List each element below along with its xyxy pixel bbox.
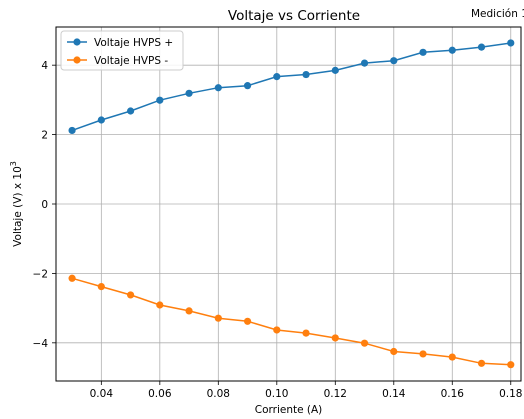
- series-1-point: [302, 70, 310, 79]
- series-1-point: [448, 46, 456, 54]
- series-1-point: [477, 43, 486, 51]
- y-axis-label-base: Voltaje (V) x 10: [12, 166, 24, 247]
- series-2-point: [360, 339, 369, 347]
- y-axis-label-exponent: 3: [9, 161, 18, 166]
- series-2: [68, 274, 515, 369]
- corner-label: Medición 1: [471, 8, 524, 20]
- x-tick-label: 0.04: [90, 388, 114, 400]
- legend-entry-label: Voltaje HVPS -: [94, 55, 168, 67]
- y-tick-label: 0: [41, 199, 48, 211]
- x-tick-label: 0.12: [324, 388, 347, 400]
- legend-marker: [73, 38, 81, 46]
- series-1-line: [71, 42, 511, 132]
- y-tick-label: −2: [33, 268, 48, 280]
- series-2-point: [185, 307, 193, 315]
- x-tick-label: 0.08: [207, 388, 230, 400]
- x-tick-label: 0.14: [382, 388, 406, 400]
- x-axis-label: Corriente (A): [255, 404, 323, 416]
- x-tick-label: 0.16: [441, 388, 465, 400]
- series-2-point: [302, 329, 310, 337]
- chart-title: Voltaje vs Corriente: [228, 8, 360, 24]
- legend-box: [60, 30, 184, 71]
- series-2-point: [214, 314, 222, 322]
- y-tick-label: 2: [41, 130, 48, 142]
- series-1-point: [97, 116, 105, 124]
- series-1-point: [360, 59, 369, 67]
- series-2-point: [448, 353, 456, 361]
- y-tick-label: 4: [41, 60, 48, 72]
- series-1-point: [273, 73, 281, 81]
- series-1-point: [331, 66, 339, 74]
- series-1-point: [126, 107, 135, 115]
- series-1: [68, 39, 515, 135]
- series-2-point: [68, 274, 76, 282]
- series-1-point: [185, 89, 193, 97]
- x-tick-label: 0.18: [499, 388, 522, 400]
- x-tick-label: 0.06: [148, 388, 172, 400]
- series-1-point: [68, 126, 76, 135]
- x-axis-ticks: 0.04 0.06 0.08 0.10 0.12 0.14 0.16 0.18: [90, 381, 522, 400]
- series-1-point: [214, 84, 222, 92]
- series-2-point: [273, 326, 281, 334]
- legend: Voltaje HVPS + Voltaje HVPS -: [60, 30, 184, 71]
- legend-entry-label: Voltaje HVPS +: [94, 37, 173, 49]
- series-1-point: [156, 96, 164, 104]
- series-1-point: [390, 57, 398, 65]
- y-tick-label: −4: [33, 338, 49, 350]
- legend-marker: [73, 56, 81, 64]
- series-2-line: [71, 277, 511, 366]
- series-2-point: [477, 359, 486, 367]
- series-2-point: [156, 301, 164, 309]
- series-2-point: [126, 291, 135, 299]
- y-axis-label: Voltaje (V) x 103: [9, 161, 24, 247]
- series-2-point: [507, 361, 515, 369]
- x-tick-label: 0.10: [265, 388, 288, 400]
- series-2-point: [390, 347, 398, 356]
- series-2-point: [243, 317, 252, 325]
- series-1-point: [243, 82, 252, 90]
- series-1-point: [419, 48, 427, 56]
- series-2-point: [331, 334, 339, 342]
- series-layer: [68, 39, 515, 369]
- series-2-point: [97, 283, 105, 291]
- y-axis-ticks: −4 −2 0 2 4: [33, 60, 56, 350]
- series-2-point: [419, 350, 427, 358]
- series-1-point: [507, 39, 515, 47]
